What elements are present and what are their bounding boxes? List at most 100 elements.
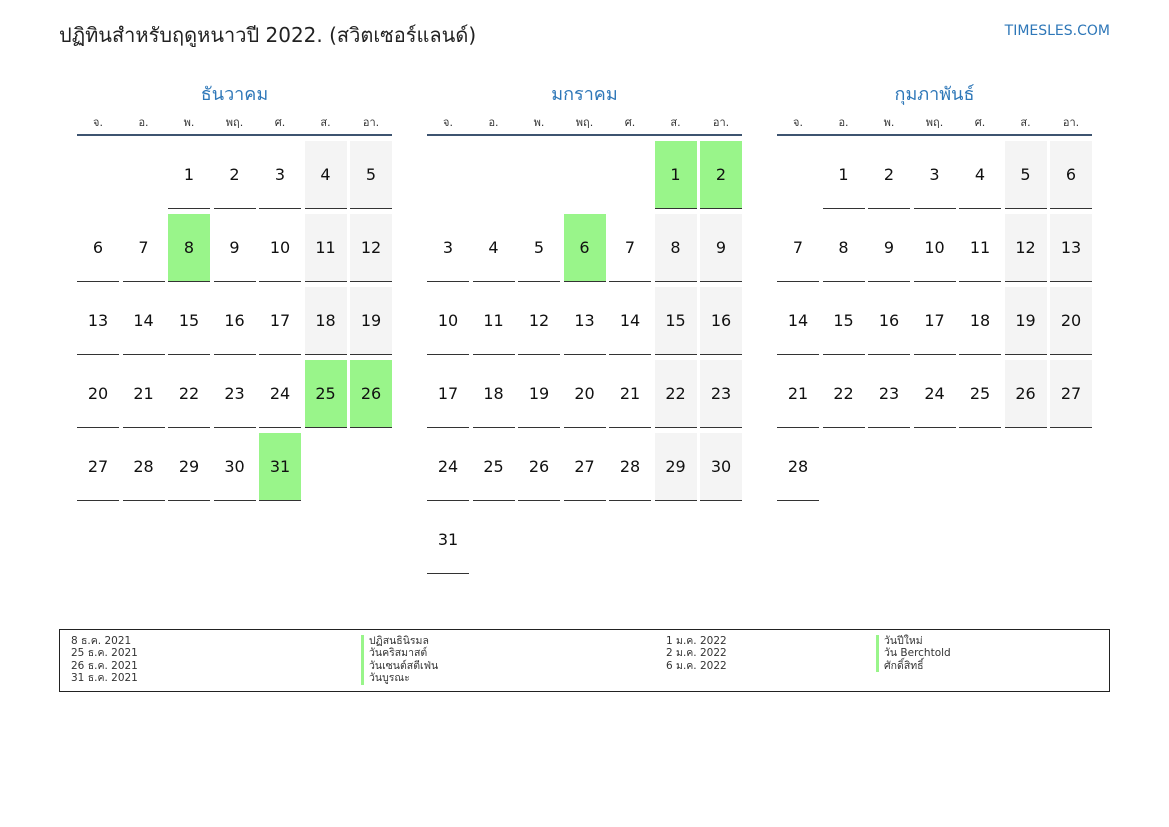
day-cell: 10 <box>259 214 301 282</box>
day-cell: 17 <box>427 360 469 428</box>
holiday-day-cell: 25 <box>304 360 347 428</box>
day-grid: 1 2 3 4 5 6 7 8 9 10 11 12 13 14 15 16 17 18 19 20 21 22 23 24 2… <box>777 141 1092 501</box>
day-cell: 3 <box>427 214 469 282</box>
day-cell: 6 <box>77 214 119 282</box>
month-february: กุมภาพันธ์ จ. อ. พ. พฤ. ศ. ส. อา. 1 2 3 4 5 6 7 8 9 10 1… <box>777 80 1092 501</box>
weekday-header: จ. อ. พ. พฤ. ศ. ส. อา. <box>77 114 392 136</box>
day-cell: 16 <box>213 287 256 355</box>
weekday-label: พฤ. <box>575 116 594 129</box>
day-cell: 7 <box>122 214 165 282</box>
weekday-label: ศ. <box>624 116 636 129</box>
legend-names-right: วันปีใหม่ วัน Berchtold ศักดิ์สิทธิ์ <box>876 635 951 673</box>
legend-holiday-name: ศักดิ์สิทธิ์ <box>876 659 951 673</box>
holiday-legend: 8 ธ.ค. 2021 25 ธ.ค. 2021 26 ธ.ค. 2021 31… <box>59 629 1110 692</box>
day-cell: 22 <box>654 360 697 428</box>
weekday-label: อ. <box>838 116 849 129</box>
day-cell: 27 <box>1050 360 1092 428</box>
holiday-day-cell: 8 <box>168 214 210 282</box>
legend-date: 25 ธ.ค. 2021 <box>71 647 138 660</box>
holiday-day-cell: 6 <box>563 214 606 282</box>
day-cell: 14 <box>609 287 651 355</box>
weekday-label: จ. <box>93 116 103 129</box>
weekday-label: ส. <box>670 116 681 129</box>
day-cell: 28 <box>777 433 819 501</box>
day-cell: 24 <box>259 360 301 428</box>
day-cell: 16 <box>868 287 910 355</box>
day-cell: 4 <box>472 214 515 282</box>
day-cell: 13 <box>77 287 119 355</box>
day-cell: 10 <box>427 287 469 355</box>
day-cell: 21 <box>122 360 165 428</box>
day-cell: 22 <box>168 360 210 428</box>
legend-dates-right: 1 ม.ค. 2022 2 ม.ค. 2022 6 ม.ค. 2022 <box>666 635 727 672</box>
month-title: กุมภาพันธ์ <box>894 84 975 105</box>
day-cell: 21 <box>777 360 819 428</box>
day-cell: 14 <box>777 287 819 355</box>
legend-holiday-name: วันเซนต์สตีเฟ่น <box>361 659 438 673</box>
weekday-label: พ. <box>883 116 895 129</box>
weekday-label: พ. <box>183 116 195 129</box>
day-cell: 12 <box>350 214 392 282</box>
weekday-label: ศ. <box>274 116 286 129</box>
legend-holiday-name: วันคริสมาสต์ <box>361 647 438 660</box>
empty-day-cell <box>473 141 515 209</box>
empty-day-cell <box>123 141 165 209</box>
day-cell: 28 <box>122 433 165 501</box>
brand-link[interactable]: TIMESLES.COM <box>1004 23 1110 39</box>
day-cell: 28 <box>609 433 651 501</box>
empty-day-cell <box>609 141 651 209</box>
empty-day-cell <box>564 141 606 209</box>
day-cell: 19 <box>1004 287 1047 355</box>
day-cell: 27 <box>77 433 119 501</box>
legend-names-left: ปฏิสนธินิรมล วันคริสมาสต์ วันเซนต์สตีเฟ่… <box>361 635 438 685</box>
day-cell: 29 <box>654 433 697 501</box>
day-cell: 9 <box>700 214 742 282</box>
day-cell: 4 <box>304 141 347 209</box>
day-cell: 31 <box>427 506 469 574</box>
day-cell: 12 <box>1004 214 1047 282</box>
empty-day-cell <box>77 141 119 209</box>
weekday-label: อา. <box>712 116 730 129</box>
weekday-header: จ. อ. พ. พฤ. ศ. ส. อา. <box>427 114 742 136</box>
day-cell: 10 <box>913 214 956 282</box>
weekday-label: ส. <box>320 116 331 129</box>
weekday-label: อ. <box>488 116 499 129</box>
day-cell: 7 <box>777 214 819 282</box>
day-cell: 12 <box>518 287 560 355</box>
legend-date: 1 ม.ค. 2022 <box>666 635 727 647</box>
day-cell: 13 <box>1050 214 1092 282</box>
day-cell: 7 <box>609 214 651 282</box>
day-cell: 30 <box>213 433 256 501</box>
legend-holiday-name: วันบูรณะ <box>361 672 438 685</box>
day-cell: 6 <box>1050 141 1092 209</box>
legend-date: 6 ม.ค. 2022 <box>666 659 727 672</box>
month-december: ธันวาคม จ. อ. พ. พฤ. ศ. ส. อา. 1 2 3 4 5 6 7 8 9 10 11 12… <box>77 80 392 501</box>
day-cell: 15 <box>168 287 210 355</box>
day-cell: 3 <box>913 141 956 209</box>
legend-date: 2 ม.ค. 2022 <box>666 647 727 660</box>
day-cell: 5 <box>518 214 560 282</box>
page-title: ปฏิทินสำหรับฤดูหนาวปี 2022. (สวิตเซอร์แล… <box>59 23 477 47</box>
day-grid: 1 2 3 4 5 6 7 8 9 10 11 12 13 14 15 16 17 18 19 20 21 22 23 24 2… <box>427 141 742 574</box>
holiday-day-cell: 1 <box>654 141 697 209</box>
day-cell: 20 <box>77 360 119 428</box>
weekday-label: พฤ. <box>925 116 944 129</box>
day-cell: 24 <box>427 433 469 501</box>
legend-dates-left: 8 ธ.ค. 2021 25 ธ.ค. 2021 26 ธ.ค. 2021 31… <box>71 635 138 685</box>
day-cell: 26 <box>518 433 560 501</box>
day-cell: 11 <box>959 214 1001 282</box>
month-title: มกราคม <box>551 84 618 105</box>
day-cell: 19 <box>350 287 392 355</box>
month-title: ธันวาคม <box>200 84 269 105</box>
day-cell: 11 <box>472 287 515 355</box>
day-cell: 3 <box>259 141 301 209</box>
holiday-day-cell: 26 <box>350 360 392 428</box>
day-cell: 5 <box>350 141 392 209</box>
day-cell: 14 <box>122 287 165 355</box>
day-cell: 23 <box>213 360 256 428</box>
legend-date: 8 ธ.ค. 2021 <box>71 635 132 647</box>
weekday-header: จ. อ. พ. พฤ. ศ. ส. อา. <box>777 114 1092 136</box>
day-cell: 17 <box>913 287 956 355</box>
empty-day-cell <box>518 141 560 209</box>
empty-day-cell <box>427 141 469 209</box>
